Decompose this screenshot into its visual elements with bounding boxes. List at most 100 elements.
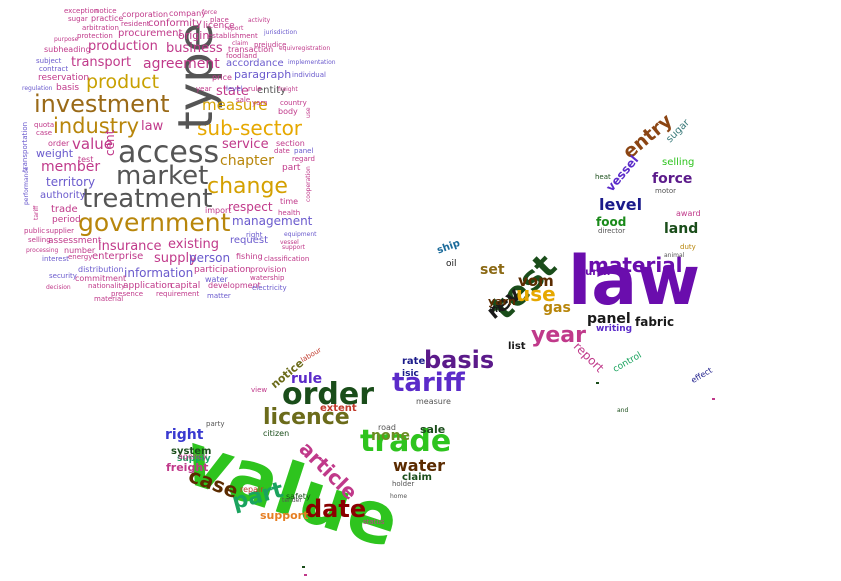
word-writing: writing bbox=[596, 324, 633, 334]
word-water: water bbox=[205, 275, 228, 284]
word-repair: repair bbox=[240, 485, 264, 494]
word-land: land bbox=[242, 52, 258, 60]
word-none: none bbox=[371, 428, 411, 444]
word-value: value bbox=[72, 135, 113, 153]
word-investment: investment bbox=[34, 90, 170, 118]
word-support: support bbox=[282, 244, 306, 251]
word-ship: ship bbox=[435, 237, 462, 257]
word-time: time bbox=[280, 197, 299, 206]
word-use: use bbox=[516, 282, 556, 306]
word-production: production bbox=[88, 39, 158, 54]
word-road: road bbox=[378, 423, 396, 432]
word-food: food bbox=[226, 52, 242, 60]
word-vom: vom bbox=[518, 272, 554, 290]
word-service: service bbox=[222, 137, 269, 152]
word-notice: notice bbox=[95, 7, 117, 15]
word-report: report bbox=[570, 339, 607, 376]
word-regulation: regulation bbox=[22, 85, 53, 92]
word-test: test bbox=[78, 155, 94, 164]
word-status: status bbox=[363, 518, 385, 526]
stray-mark bbox=[596, 382, 599, 384]
word-access: access bbox=[118, 135, 220, 170]
word-industry: industry bbox=[53, 114, 140, 138]
word-quota: quota bbox=[34, 121, 55, 129]
word-date: date bbox=[274, 147, 290, 155]
word-product: product bbox=[86, 71, 160, 93]
word-subject: subject bbox=[36, 57, 62, 65]
word-law: law bbox=[568, 242, 701, 321]
word-commitment: commitment bbox=[75, 274, 127, 283]
word-person: person bbox=[189, 251, 231, 265]
word-safety: safety bbox=[286, 492, 311, 501]
word-land: land bbox=[664, 221, 699, 237]
stray-mark bbox=[712, 398, 715, 400]
word-fabric: fabric bbox=[635, 315, 675, 329]
word-nationality: nationality bbox=[88, 282, 126, 290]
word-control: control bbox=[611, 350, 644, 375]
word-request: request bbox=[230, 235, 269, 246]
word-material: material bbox=[94, 295, 124, 303]
word-country: country bbox=[280, 99, 307, 107]
word-basis: basis bbox=[56, 83, 80, 93]
word-rate: rate bbox=[402, 356, 426, 367]
word-treatment: treatment bbox=[82, 184, 213, 214]
word-vessel: vessel bbox=[280, 239, 299, 246]
word-year: year bbox=[196, 85, 212, 93]
word-animal: animal bbox=[664, 252, 685, 259]
word-agreement: agreement bbox=[143, 56, 220, 72]
word-part: part bbox=[282, 163, 301, 173]
word-insurance: insurance bbox=[98, 239, 162, 254]
word-list: list bbox=[508, 341, 526, 352]
word-member: member bbox=[41, 159, 101, 175]
stray-mark bbox=[304, 574, 307, 576]
word-level: level bbox=[226, 85, 243, 93]
word-number: number bbox=[64, 246, 96, 255]
word-paragraph: paragraph bbox=[234, 68, 292, 81]
word-panel: panel bbox=[294, 147, 314, 155]
word-order: order bbox=[282, 377, 375, 412]
word-existing: existing bbox=[168, 237, 220, 252]
word-watership: watership bbox=[250, 274, 285, 282]
word-chapter: chapter bbox=[220, 153, 274, 169]
word-prejudice: prejudice bbox=[254, 41, 287, 49]
word-yarn: yarn bbox=[488, 295, 516, 308]
word-award: award bbox=[676, 209, 701, 218]
word-reservation: reservation bbox=[38, 73, 90, 83]
word-and: and bbox=[617, 407, 629, 414]
word-water: water bbox=[393, 456, 445, 475]
word-establishment: establishment bbox=[208, 32, 258, 40]
word-distribution: distribution bbox=[78, 265, 124, 274]
word-selling: selling bbox=[662, 157, 695, 168]
word-processing: processing bbox=[26, 247, 59, 254]
word-rule: rule bbox=[291, 371, 323, 387]
word-classification: classification bbox=[264, 255, 310, 263]
word-jurisdiction: jurisdiction bbox=[264, 29, 297, 36]
word-enterprise: enterprise bbox=[92, 251, 144, 262]
word-application: application bbox=[123, 281, 173, 291]
word-fishing: fishing bbox=[236, 252, 263, 261]
stray-mark bbox=[302, 566, 305, 568]
word-measure: measure bbox=[202, 96, 268, 114]
word-change: change bbox=[207, 174, 288, 199]
word-citizen: citizen bbox=[263, 429, 290, 438]
word-case: case bbox=[36, 129, 53, 137]
word-individual: individual bbox=[292, 71, 326, 79]
word-food: food bbox=[596, 215, 627, 229]
word-force: force bbox=[202, 9, 218, 16]
word-participation: participation bbox=[194, 265, 251, 275]
word-sale: sale bbox=[236, 96, 251, 104]
word-tender: tender bbox=[282, 497, 302, 504]
word-holder: holder bbox=[392, 480, 415, 488]
word-corporation: corporation bbox=[122, 10, 169, 19]
word-rule: rule bbox=[248, 85, 262, 93]
word-weight: weight bbox=[36, 147, 74, 160]
word-arbitration: arbitration bbox=[82, 24, 119, 32]
word-assessment: assessment bbox=[48, 236, 102, 246]
word-right: right bbox=[246, 231, 263, 239]
word-transaction: transaction bbox=[228, 45, 274, 54]
word-subheading: subheading bbox=[44, 45, 91, 54]
word-supply: supply bbox=[154, 251, 197, 266]
word-exception: exception bbox=[64, 7, 99, 15]
